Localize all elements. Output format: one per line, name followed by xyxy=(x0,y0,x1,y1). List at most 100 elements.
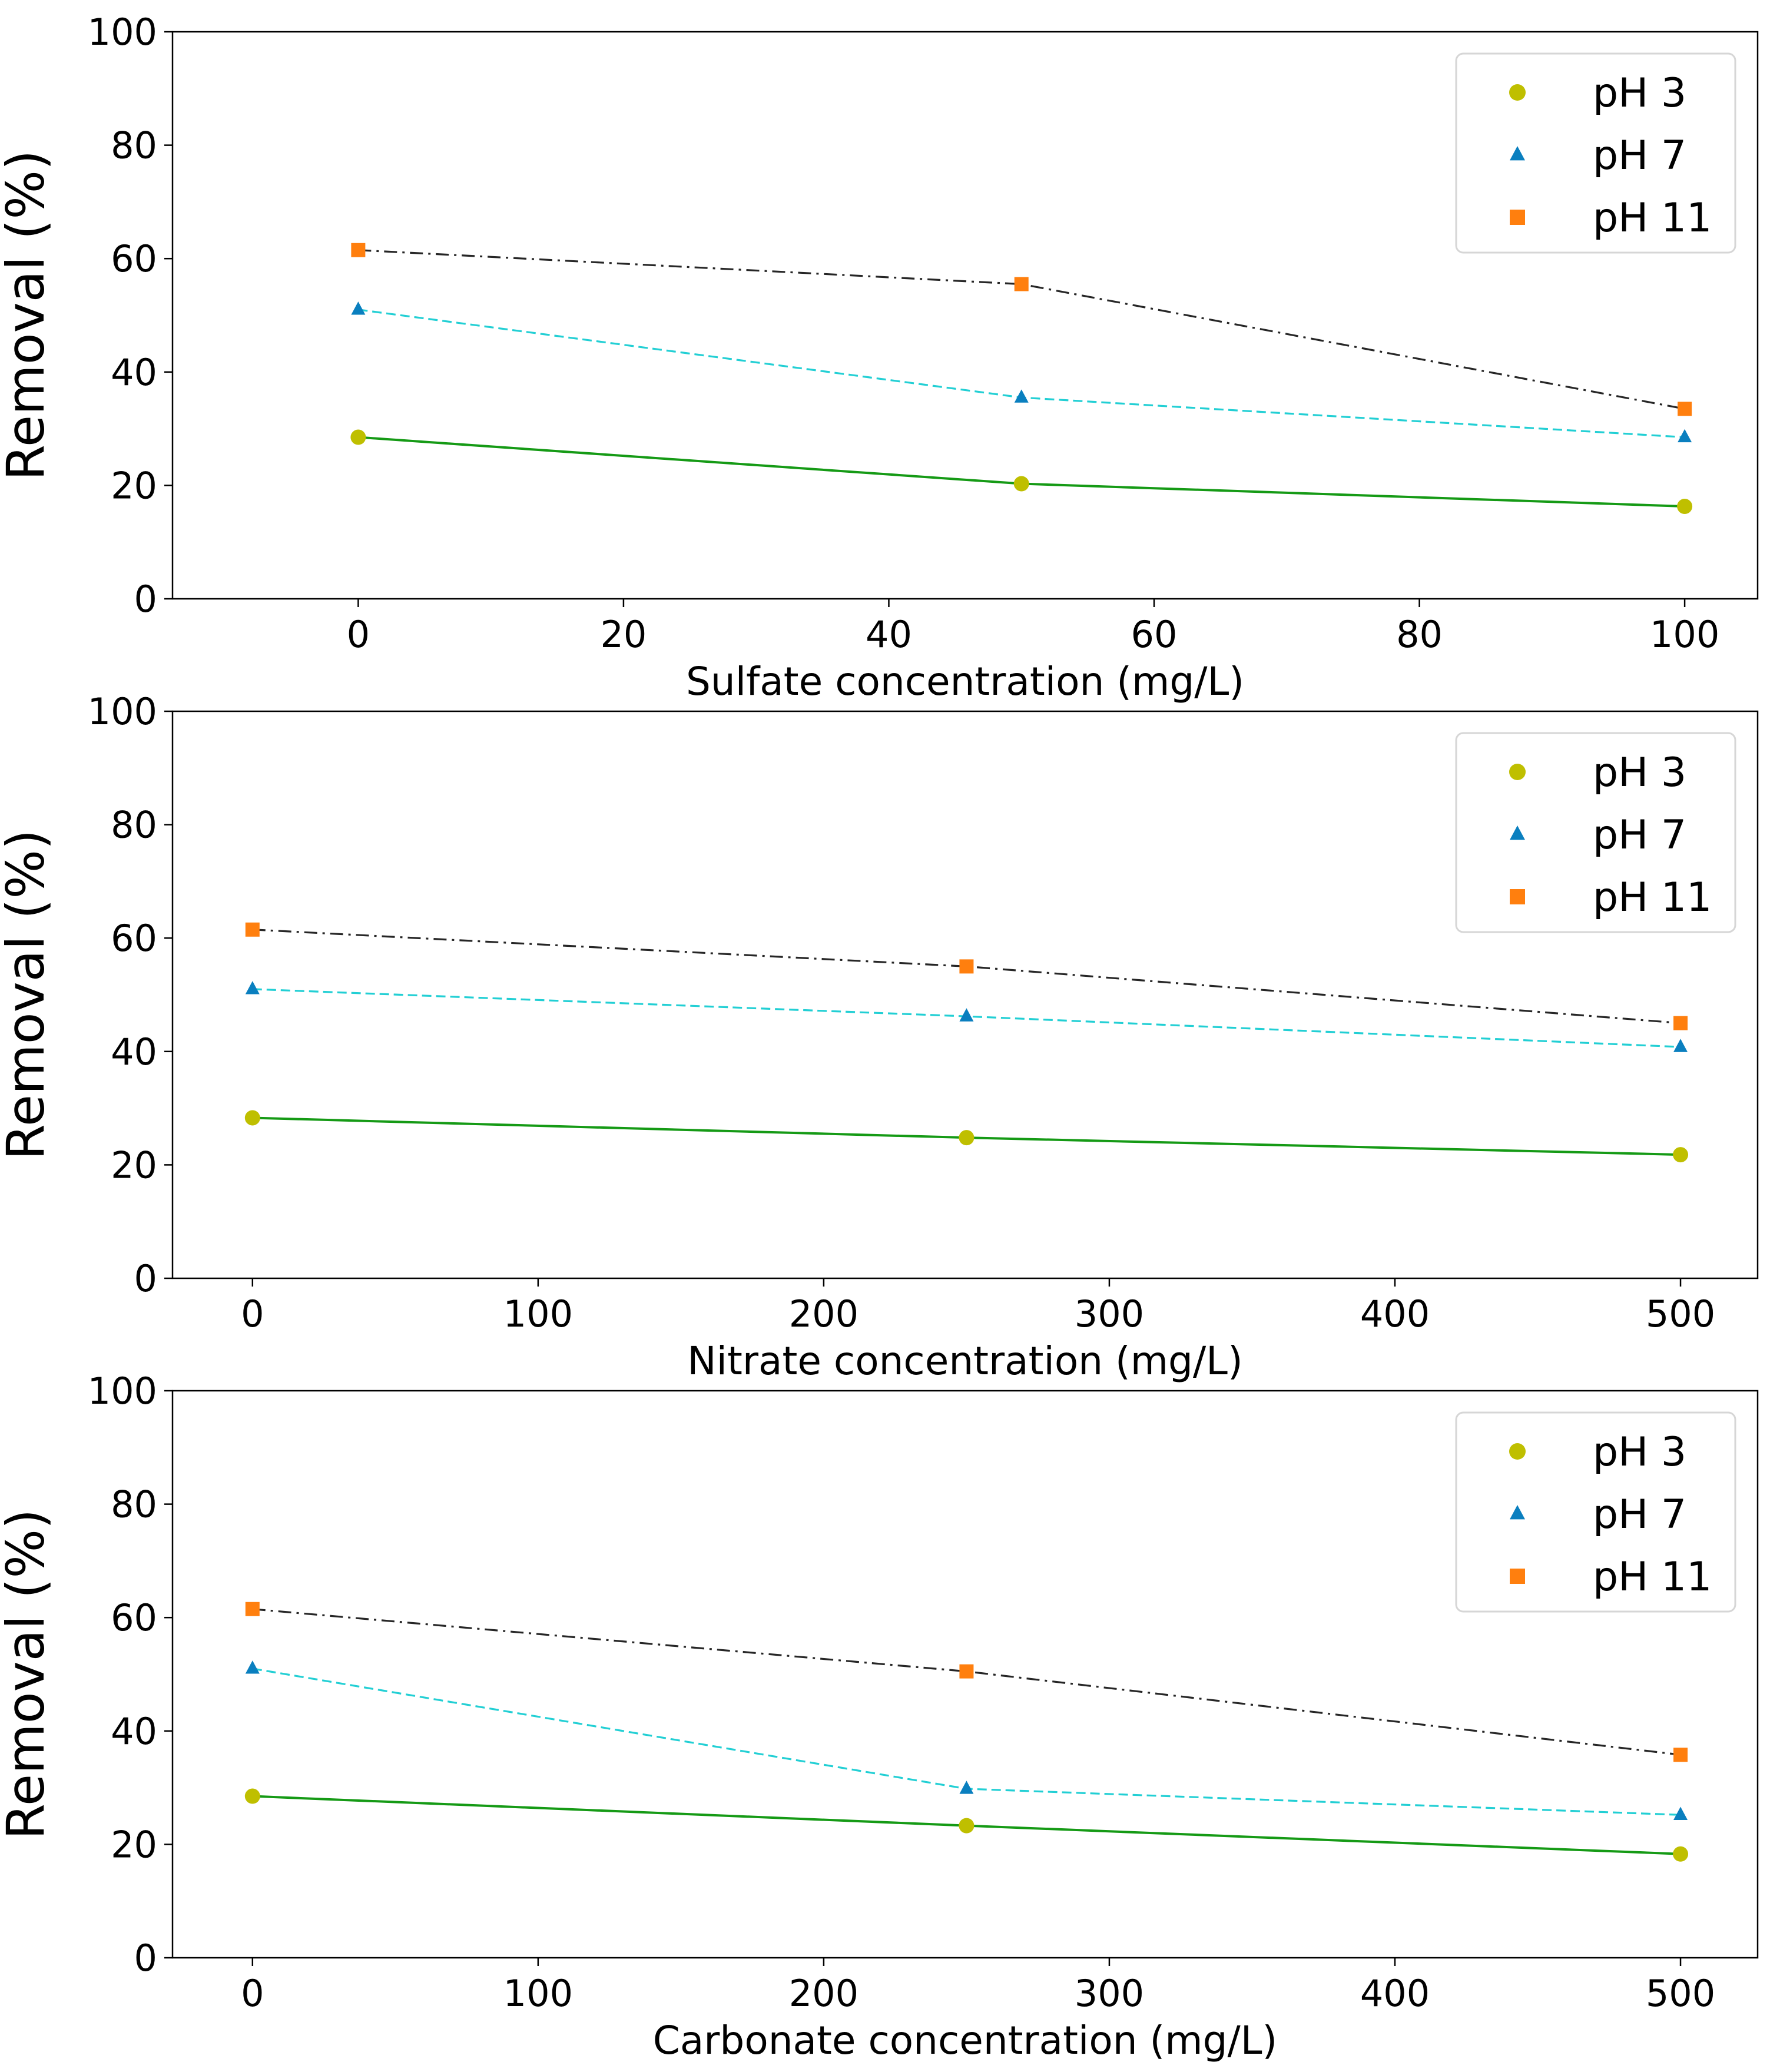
x-tick-label: 500 xyxy=(1646,1292,1715,1335)
x-tick-label: 80 xyxy=(1396,613,1443,656)
x-tick-label: 0 xyxy=(241,1292,264,1335)
y-tick-label: 80 xyxy=(111,124,157,167)
x-axis-title: Sulfate concentration (mg/L) xyxy=(686,659,1244,704)
data-point-ph-7 xyxy=(351,301,366,315)
y-axis-title: Removal (%) xyxy=(0,830,56,1161)
series-line-ph-11 xyxy=(252,929,1681,1025)
x-axis-title: Carbonate concentration (mg/L) xyxy=(653,2018,1277,2063)
legend-box xyxy=(1455,1411,1736,1613)
x-tick-label: 20 xyxy=(600,613,647,656)
series-line-ph-7 xyxy=(358,309,1685,439)
plot-frame xyxy=(171,710,1759,1279)
data-point-ph-11 xyxy=(245,1602,260,1616)
data-point-ph-3 xyxy=(1013,476,1029,492)
x-tick-label: 300 xyxy=(1075,1292,1144,1335)
y-tick-label: 100 xyxy=(88,1370,157,1413)
x-tick-label: 500 xyxy=(1646,1972,1715,2015)
series-line-ph-11 xyxy=(358,249,1685,410)
legend: pH 3 pH 7 pH 11 xyxy=(1455,732,1736,933)
data-point-ph-7 xyxy=(245,981,260,994)
data-point-ph-11 xyxy=(1673,1016,1688,1030)
data-point-ph-11 xyxy=(959,1664,974,1679)
legend-box xyxy=(1455,732,1736,933)
legend: pH 3 pH 7 pH 11 xyxy=(1455,1411,1736,1613)
chart-panel-3: 0 100 200 300 400 500 0 20 40 60 80 100 Carbonate co… xyxy=(0,1370,1759,2063)
y-tick-label: 80 xyxy=(111,1483,157,1526)
legend-marker xyxy=(1509,1443,1526,1460)
legend-label: pH 7 xyxy=(1593,132,1686,179)
data-point-ph-11 xyxy=(1678,402,1692,416)
data-point-ph-11 xyxy=(1673,1748,1688,1762)
y-tick-label: 20 xyxy=(111,1823,157,1866)
data-point-ph-7 xyxy=(1014,389,1029,403)
legend-label: pH 11 xyxy=(1593,195,1712,241)
x-tick-label: 200 xyxy=(789,1292,859,1335)
x-tick-label: 400 xyxy=(1360,1972,1430,2015)
data-point-ph-3 xyxy=(1677,499,1693,515)
y-tick-label: 40 xyxy=(111,1030,157,1073)
data-point-ph-3 xyxy=(959,1130,975,1146)
x-axis-title: Nitrate concentration (mg/L) xyxy=(687,1338,1242,1384)
data-point-ph-7 xyxy=(1673,1039,1688,1052)
x-tick-label: 300 xyxy=(1075,1972,1144,2015)
legend-label: pH 11 xyxy=(1593,874,1712,921)
y-tick-label: 60 xyxy=(111,917,157,960)
x-tick-label: 40 xyxy=(866,613,912,656)
y-tick-label: 20 xyxy=(111,1143,157,1186)
legend-label: pH 7 xyxy=(1593,812,1686,858)
y-tick-label: 20 xyxy=(111,464,157,507)
data-point-ph-3 xyxy=(350,429,366,445)
y-axis-title: Removal (%) xyxy=(0,150,56,481)
data-point-ph-7 xyxy=(1673,1806,1688,1820)
data-point-ph-3 xyxy=(244,1788,260,1804)
data-point-ph-3 xyxy=(1673,1846,1689,1862)
plot-frame xyxy=(171,1390,1759,1959)
data-point-ph-7 xyxy=(959,1008,974,1022)
x-tick-label: 100 xyxy=(503,1972,573,2015)
data-point-ph-11 xyxy=(351,243,366,257)
y-tick-label: 0 xyxy=(134,578,157,621)
x-tick-label: 100 xyxy=(503,1292,573,1335)
chart-panel-2: 0 100 200 300 400 500 0 20 40 60 80 100 Nitrate conc… xyxy=(0,690,1759,1384)
y-tick-label: 100 xyxy=(88,11,157,54)
y-tick-label: 60 xyxy=(111,1596,157,1639)
data-point-ph-3 xyxy=(244,1110,260,1126)
data-point-ph-3 xyxy=(959,1818,975,1834)
legend-box xyxy=(1455,52,1736,254)
y-tick-label: 40 xyxy=(111,1710,157,1753)
legend-marker xyxy=(1510,826,1525,840)
legend-marker xyxy=(1510,889,1525,904)
legend-marker xyxy=(1510,210,1525,225)
data-point-ph-3 xyxy=(1673,1147,1689,1163)
legend-label: pH 11 xyxy=(1593,1554,1712,1600)
data-point-ph-11 xyxy=(959,959,974,974)
y-tick-label: 80 xyxy=(111,804,157,847)
series-line-ph-11 xyxy=(252,1608,1681,1756)
x-tick-label: 0 xyxy=(241,1972,264,2015)
legend-marker xyxy=(1509,84,1526,101)
legend-marker xyxy=(1510,1505,1525,1520)
y-tick-label: 100 xyxy=(88,690,157,733)
legend-marker xyxy=(1510,1569,1525,1584)
data-point-ph-11 xyxy=(1014,277,1029,291)
legend: pH 3 pH 7 pH 11 xyxy=(1455,52,1736,254)
legend-label: pH 3 xyxy=(1593,750,1686,796)
y-tick-label: 40 xyxy=(111,351,157,394)
x-tick-label: 100 xyxy=(1650,613,1719,656)
x-tick-label: 200 xyxy=(789,1972,859,2015)
series-line-ph-3 xyxy=(358,436,1685,508)
legend-marker xyxy=(1510,146,1525,161)
x-tick-label: 60 xyxy=(1131,613,1178,656)
data-point-ph-7 xyxy=(1678,429,1692,443)
legend-label: pH 3 xyxy=(1593,70,1686,117)
data-point-ph-7 xyxy=(245,1660,260,1674)
y-tick-label: 0 xyxy=(134,1257,157,1300)
y-axis-title: Removal (%) xyxy=(0,1509,56,1840)
data-point-ph-7 xyxy=(959,1781,974,1794)
x-tick-label: 400 xyxy=(1360,1292,1430,1335)
x-tick-label: 0 xyxy=(347,613,370,656)
legend-label: pH 7 xyxy=(1593,1491,1686,1538)
chart-panel-1: 0 20 40 60 80 100 0 20 40 60 80 100 Sulfate concentr… xyxy=(0,11,1759,704)
data-point-ph-11 xyxy=(245,922,260,937)
